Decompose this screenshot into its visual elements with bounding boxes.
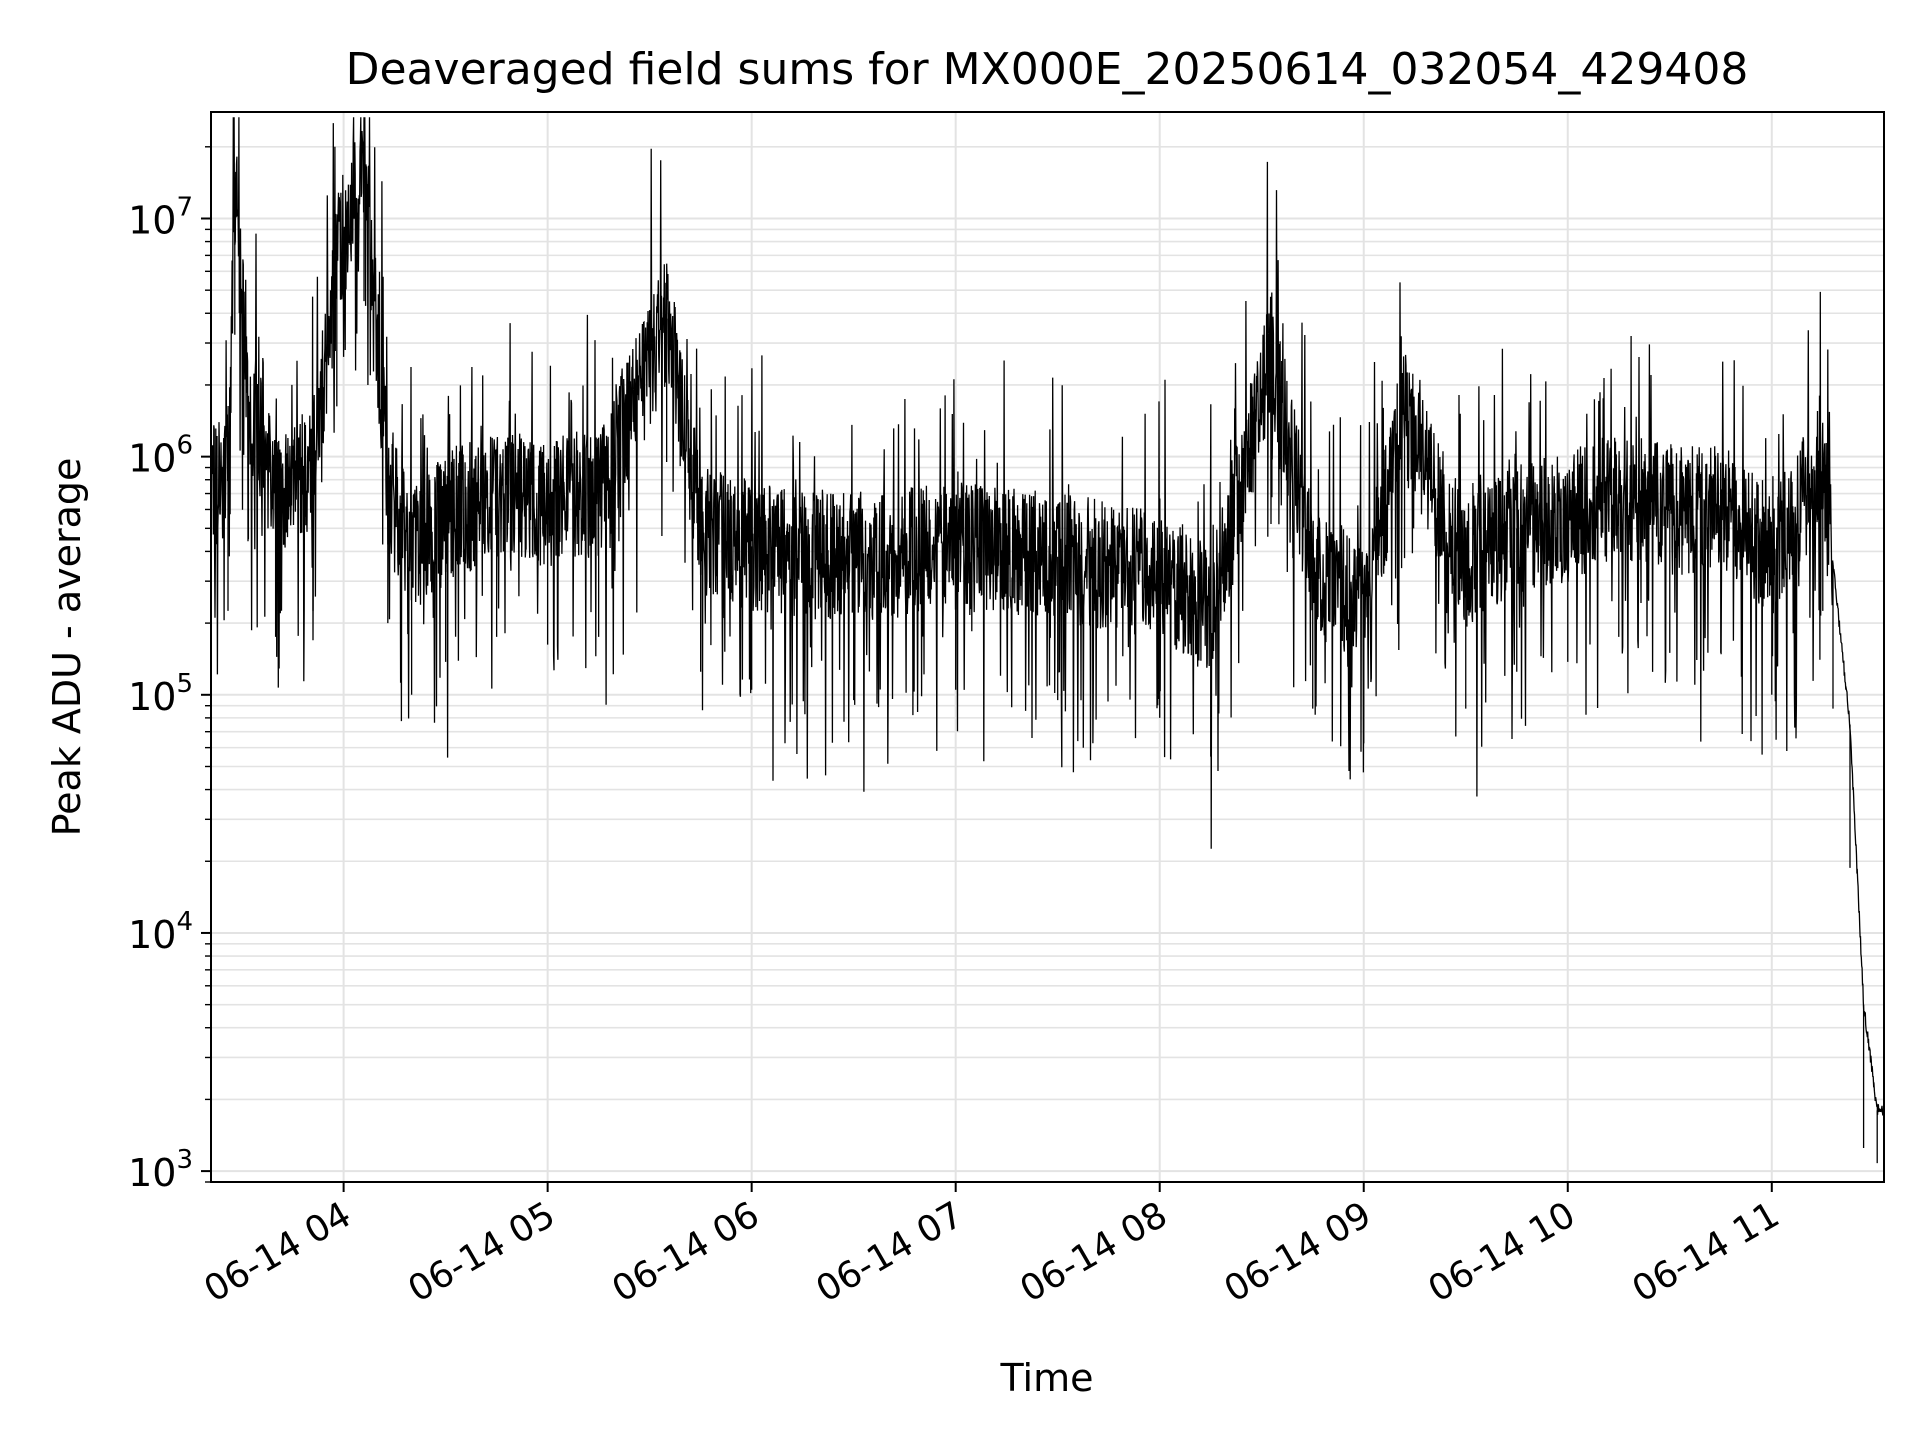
series-line [210,117,1885,1116]
x-tick-label: 06-14 05 [401,1194,562,1310]
y-axis-label: Peak ADU - average [45,458,89,837]
y-tick-label: 103 [128,1145,193,1195]
x-tick-label: 06-14 08 [1014,1194,1175,1310]
y-tick-label: 104 [128,907,193,957]
x-tick-label: 06-14 09 [1218,1194,1379,1310]
x-tick-label: 06-14 04 [197,1194,358,1310]
x-tick-label: 06-14 11 [1626,1194,1787,1310]
chart-title: Deaveraged field sums for MX000E_2025061… [346,44,1749,95]
plot-frame [210,111,1885,1183]
y-tick-label: 107 [128,192,193,242]
y-tick-label: 105 [128,669,193,719]
x-tick-label: 06-14 06 [605,1194,766,1310]
y-tick-label: 106 [128,431,193,481]
x-axis-label: Time [1000,1356,1094,1400]
series-layer [210,117,1885,1164]
x-tick-label: 06-14 10 [1422,1194,1583,1310]
x-tick-label: 06-14 07 [810,1194,971,1310]
